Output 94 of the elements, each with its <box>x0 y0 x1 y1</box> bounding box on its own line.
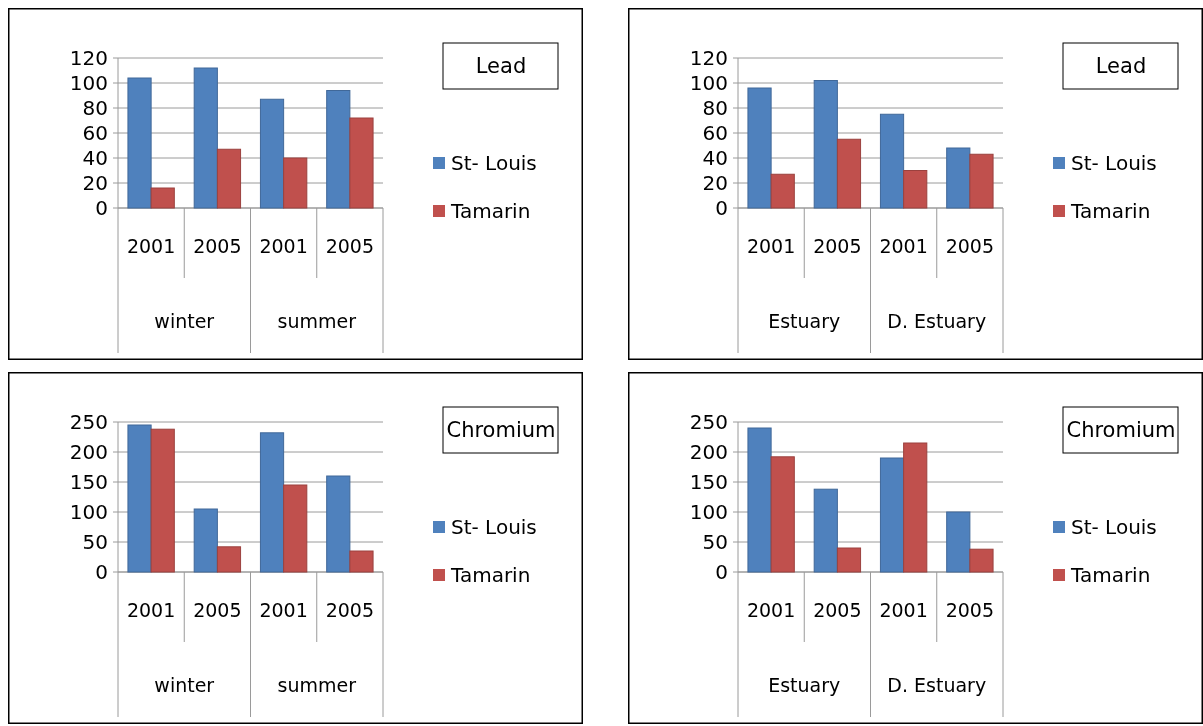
text: summer <box>277 310 357 332</box>
legend-label: Tamarin <box>450 199 531 223</box>
legend-label: St- Louis <box>451 151 537 175</box>
x-tick-label: 2001 <box>879 599 928 621</box>
bar <box>879 457 905 573</box>
bar <box>193 67 218 209</box>
bar <box>903 170 928 209</box>
bar <box>747 87 772 209</box>
y-tick-label: 0 <box>715 196 728 220</box>
y-tick-label: 60 <box>702 121 728 145</box>
bar <box>127 77 152 209</box>
bar <box>813 80 838 209</box>
y-tick-label: 0 <box>95 196 108 220</box>
y-tick-label: 100 <box>69 500 108 524</box>
y-tick-label: 100 <box>69 71 108 95</box>
y-tick-label: 50 <box>82 530 108 554</box>
x-tick-label: 2005 <box>945 235 995 257</box>
y-tick-label: 200 <box>69 440 108 464</box>
bar <box>770 456 795 573</box>
legend-title: Lead <box>475 54 527 79</box>
bar <box>770 173 795 209</box>
y-tick-label: 40 <box>82 146 108 170</box>
bar <box>836 547 862 573</box>
legend-title: Lead <box>1095 54 1147 79</box>
bar <box>349 550 374 573</box>
legend-label: Tamarin <box>1070 563 1151 587</box>
legend-label: St- Louis <box>1071 151 1157 175</box>
x-tick-label: 2005 <box>193 599 242 621</box>
x-tick-label: 2001 <box>879 235 928 257</box>
y-tick-label: 80 <box>82 96 108 120</box>
y-tick-label: 150 <box>69 470 108 494</box>
x-tick-label: 2001 <box>126 235 176 257</box>
bar <box>813 488 838 573</box>
x-tick-label: 2001 <box>259 599 308 621</box>
y-tick-label: 250 <box>69 410 108 434</box>
bar <box>836 138 862 209</box>
y-tick-label: 100 <box>689 71 728 95</box>
legend-label: St- Louis <box>451 515 537 539</box>
bar <box>349 117 374 209</box>
y-tick-label: 250 <box>689 410 728 434</box>
x-tick-label: 2005 <box>325 599 375 621</box>
bar <box>283 157 308 209</box>
legend-label: Tamarin <box>450 563 531 587</box>
bar <box>969 153 994 209</box>
legend-title: Chromium <box>1066 418 1176 443</box>
bar <box>216 546 242 573</box>
text: summer <box>277 674 357 696</box>
bar <box>946 147 971 209</box>
legend-label: St- Louis <box>1071 515 1157 539</box>
bar <box>326 475 351 573</box>
x-tick-label: 2001 <box>126 599 176 621</box>
y-tick-label: 20 <box>82 171 108 195</box>
y-tick-label: 120 <box>689 46 728 70</box>
bar <box>259 98 285 209</box>
text: D. Estuary <box>887 310 987 332</box>
legend-title: Chromium <box>446 418 556 443</box>
bar <box>326 90 351 209</box>
bar <box>969 548 994 573</box>
bar <box>150 187 175 209</box>
y-tick-label: 0 <box>715 560 728 584</box>
x-tick-label: 2005 <box>813 599 862 621</box>
bar <box>216 148 242 209</box>
y-tick-label: 200 <box>689 440 728 464</box>
x-tick-label: 2005 <box>325 235 375 257</box>
text: winter <box>154 310 215 332</box>
y-tick-label: 120 <box>69 46 108 70</box>
bar <box>747 427 772 573</box>
bar <box>903 442 928 573</box>
bar <box>946 511 971 573</box>
bar <box>193 508 218 573</box>
text: Estuary <box>768 674 841 696</box>
y-tick-label: 50 <box>702 530 728 554</box>
y-tick-label: 150 <box>689 470 728 494</box>
bar <box>879 113 905 209</box>
y-tick-label: 20 <box>702 171 728 195</box>
x-tick-label: 2001 <box>746 599 796 621</box>
legend-label: Tamarin <box>1070 199 1151 223</box>
x-tick-label: 2001 <box>259 235 308 257</box>
x-tick-label: 2005 <box>945 599 995 621</box>
bar <box>259 432 285 573</box>
x-tick-label: 2005 <box>193 235 242 257</box>
y-tick-label: 60 <box>82 121 108 145</box>
y-tick-label: 40 <box>702 146 728 170</box>
text: winter <box>154 674 215 696</box>
y-tick-label: 0 <box>95 560 108 584</box>
bar <box>150 428 175 573</box>
y-tick-label: 100 <box>689 500 728 524</box>
x-tick-label: 2005 <box>813 235 862 257</box>
y-tick-label: 80 <box>702 96 728 120</box>
text: Estuary <box>768 310 841 332</box>
text: D. Estuary <box>887 674 987 696</box>
bar <box>127 424 152 573</box>
x-tick-label: 2001 <box>746 235 796 257</box>
bar <box>283 484 308 573</box>
